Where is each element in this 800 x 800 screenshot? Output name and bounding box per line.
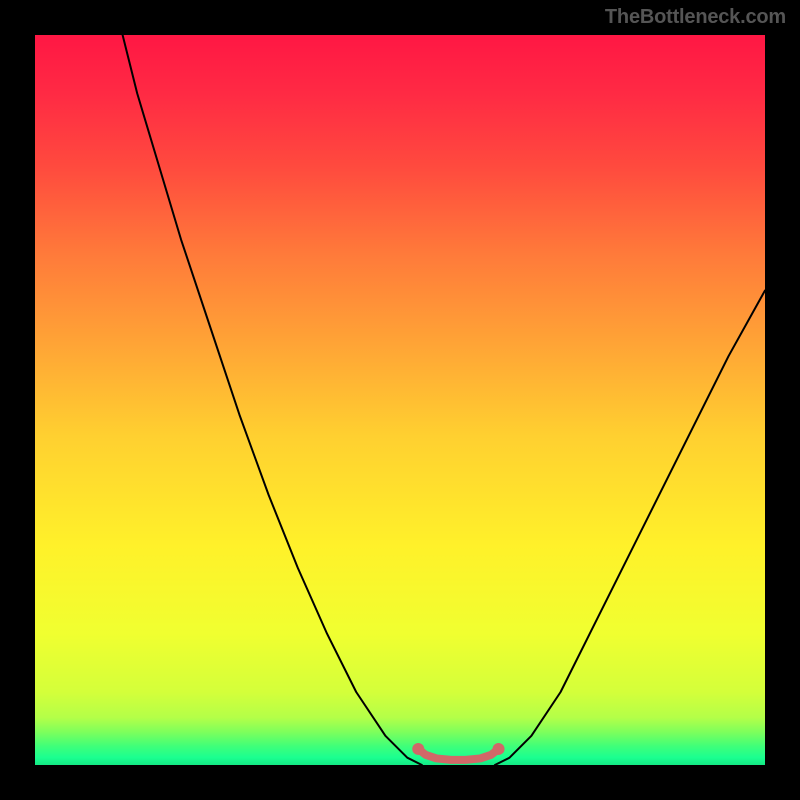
optimal-range-dot-right	[493, 743, 505, 755]
chart-container: TheBottleneck.com	[0, 0, 800, 800]
watermark-text: TheBottleneck.com	[605, 6, 786, 29]
plot-svg	[35, 35, 765, 765]
optimal-range-dot-left	[412, 743, 424, 755]
plot-area	[35, 35, 765, 765]
plot-background	[35, 35, 765, 765]
